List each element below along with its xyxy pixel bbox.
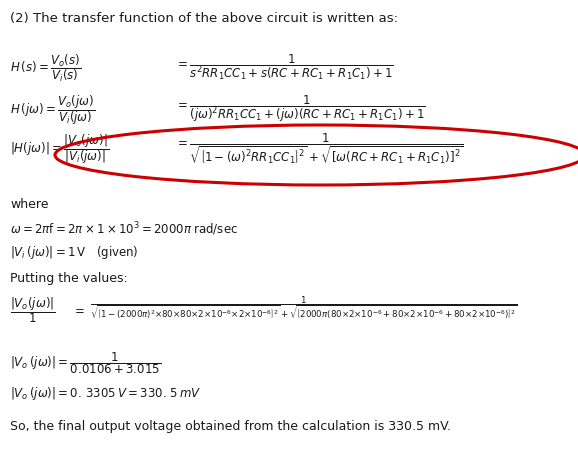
Text: So, the final output voltage obtained from the calculation is 330.5 mV.: So, the final output voltage obtained fr… — [10, 420, 451, 433]
Text: $=$: $=$ — [72, 303, 85, 316]
Text: $|V_o\,(j\omega)| = 0.\,3305\,V = 330.\,5\,mV$: $|V_o\,(j\omega)| = 0.\,3305\,V = 330.\,… — [10, 385, 202, 402]
Text: $\omega = 2\pi\mathrm{f} = 2\pi \times 1 \times 10^3 = 2000\pi \;\mathrm{rad/sec: $\omega = 2\pi\mathrm{f} = 2\pi \times 1… — [10, 220, 238, 238]
Text: $= \dfrac{1}{\sqrt{\left[1-(\omega)^2 RR_1CC_1\right]^2}+\sqrt{\left[\omega(RC+R: $= \dfrac{1}{\sqrt{\left[1-(\omega)^2 RR… — [175, 132, 463, 167]
Text: $\dfrac{|V_o(j\omega)|}{1}$: $\dfrac{|V_o(j\omega)|}{1}$ — [10, 295, 55, 325]
Text: $|H(j\omega)| = \dfrac{|V_o(j\omega)|}{|V_i(j\omega)|}$: $|H(j\omega)| = \dfrac{|V_o(j\omega)|}{|… — [10, 132, 109, 166]
Text: $|V_o\,(j\omega)| = \dfrac{1}{0.0106+3.015}$: $|V_o\,(j\omega)| = \dfrac{1}{0.0106+3.0… — [10, 350, 161, 376]
Text: Putting the values:: Putting the values: — [10, 272, 128, 285]
Text: $\dfrac{1}{\sqrt{\left[1-(2000\pi)^2{\times}80{\times}80{\times}2{\times}10^{-6}: $\dfrac{1}{\sqrt{\left[1-(2000\pi)^2{\ti… — [90, 295, 518, 322]
Text: $= \dfrac{1}{s^2RR_1CC_1+s(RC+RC_1+R_1C_1)+1}$: $= \dfrac{1}{s^2RR_1CC_1+s(RC+RC_1+R_1C_… — [175, 52, 394, 82]
Text: $= \dfrac{1}{(j\omega)^2RR_1CC_1+(j\omega)(RC+RC_1+R_1C_1)+1}$: $= \dfrac{1}{(j\omega)^2RR_1CC_1+(j\omeg… — [175, 93, 426, 124]
Text: where: where — [10, 198, 49, 211]
Text: $|V_i\,(j\omega)| = 1\,\mathrm{V} \quad \mathrm{(given)}$: $|V_i\,(j\omega)| = 1\,\mathrm{V} \quad … — [10, 244, 139, 261]
Text: $H\,(s) = \dfrac{V_o(s)}{V_i(s)}$: $H\,(s) = \dfrac{V_o(s)}{V_i(s)}$ — [10, 52, 81, 84]
Text: (2) The transfer function of the above circuit is written as:: (2) The transfer function of the above c… — [10, 12, 398, 25]
Text: $H\,(j\omega) = \dfrac{V_o(j\omega)}{V_i(j\omega)}$: $H\,(j\omega) = \dfrac{V_o(j\omega)}{V_i… — [10, 93, 95, 127]
